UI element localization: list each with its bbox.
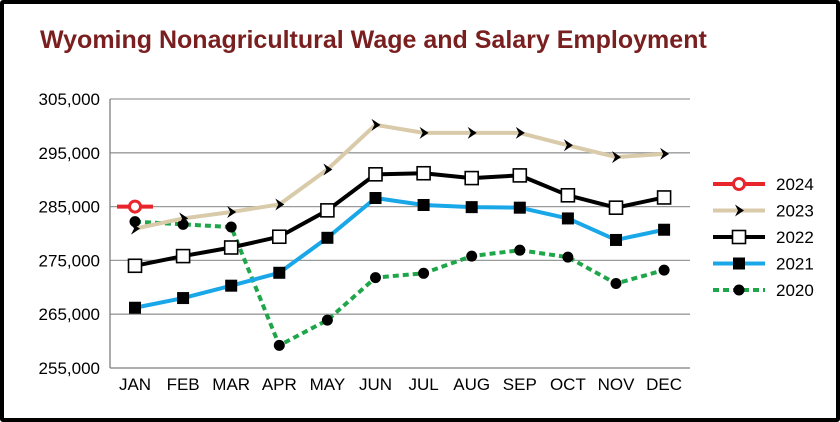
data-point-2021 [417, 198, 430, 211]
data-point-2020 [562, 251, 574, 263]
legend-item-2021: 2021 [713, 255, 814, 274]
x-tick-label: JUN [359, 375, 392, 394]
y-tick-label: 265,000 [39, 305, 100, 324]
legend-item-2023: 2023 [713, 202, 814, 221]
data-point-2023 [660, 147, 670, 160]
series-line-2023 [134, 122, 665, 231]
legend-label: 2020 [776, 281, 814, 300]
y-tick-label: 305,000 [39, 90, 100, 109]
series-layer [117, 118, 672, 351]
data-point-2021 [561, 212, 574, 225]
y-tick-label: 295,000 [39, 144, 100, 163]
legend-swatch-marker [733, 257, 745, 270]
data-point-2023 [275, 198, 285, 211]
legend-swatch-marker [731, 229, 747, 245]
axes [109, 99, 690, 369]
data-point-2023 [131, 222, 140, 235]
legend-swatch-marker [733, 284, 745, 296]
x-tick-label: APR [262, 375, 297, 394]
data-point-2021 [129, 301, 141, 314]
x-tick-label: MAR [212, 375, 250, 394]
data-point-2021 [610, 233, 622, 246]
data-point-2023 [227, 205, 237, 218]
legend-item-2022: 2022 [713, 228, 814, 247]
data-point-2021 [513, 201, 526, 214]
data-point-2021 [369, 191, 382, 204]
data-point-2022 [608, 200, 624, 215]
data-point-2023 [563, 139, 573, 152]
x-tick-label: NOV [598, 375, 636, 394]
x-tick-label: DEC [646, 375, 682, 394]
x-tick-label: AUG [453, 375, 490, 394]
series-line-2022 [134, 171, 665, 268]
data-point-2020 [225, 221, 237, 233]
data-point-2020 [273, 339, 285, 351]
legend-label: 2024 [776, 175, 814, 194]
data-point-2020 [514, 244, 526, 256]
legend: 2024 2023 2022 2021 2020 [713, 175, 814, 300]
data-point-2021 [465, 201, 478, 214]
y-tick-label: 275,000 [39, 251, 100, 270]
x-tick-label: JAN [119, 375, 151, 394]
series-2020 [129, 216, 670, 351]
series-2021 [129, 191, 671, 314]
y-axis-tick-labels: 255,000 265,000 275,000 285,000 295,000 305,0… [39, 90, 100, 378]
data-point-2023 [612, 151, 621, 164]
data-point-2021 [177, 292, 190, 305]
grid [110, 98, 690, 315]
data-point-2024 [128, 199, 142, 214]
series-2024 [117, 199, 153, 214]
data-point-2021 [273, 266, 286, 279]
data-point-2023 [467, 126, 477, 139]
chart-title: Wyoming Nonagricultural Wage and Salary … [40, 26, 707, 54]
series-line-2021 [134, 195, 665, 310]
x-tick-label: MAY [310, 375, 346, 394]
data-point-2020 [658, 264, 670, 276]
data-point-2022 [464, 170, 480, 186]
x-tick-label: JUL [408, 375, 438, 394]
data-point-2023 [515, 126, 525, 139]
data-point-2022 [271, 229, 287, 245]
data-point-2022 [656, 190, 672, 205]
y-tick-label: 255,000 [39, 359, 100, 378]
legend-item-2024: 2024 [713, 175, 814, 194]
series-line-2020 [134, 219, 665, 348]
data-point-2022 [223, 240, 239, 255]
series-2022 [127, 165, 672, 274]
data-point-2020 [418, 267, 430, 279]
data-point-2021 [321, 231, 334, 244]
data-point-2022 [320, 203, 335, 218]
series-2023 [131, 118, 670, 235]
legend-label: 2023 [776, 202, 814, 221]
data-point-2021 [225, 279, 238, 292]
x-axis-tick-labels: JAN FEB MAR APR MAY JUN JUL AUG SEP OCT NOV DEC [119, 375, 682, 394]
data-point-2020 [466, 250, 478, 262]
data-point-2021 [658, 223, 671, 236]
data-point-2020 [610, 278, 622, 290]
data-point-2023 [371, 118, 381, 131]
x-tick-label: SEP [503, 375, 537, 394]
data-point-2022 [127, 258, 143, 274]
data-point-2022 [560, 188, 576, 203]
legend-label: 2021 [776, 255, 814, 274]
legend-swatch-marker [732, 177, 746, 191]
y-tick-label: 285,000 [39, 198, 100, 217]
data-point-2023 [323, 163, 333, 176]
x-tick-label: FEB [167, 375, 200, 394]
x-tick-label: OCT [550, 375, 586, 394]
data-point-2020 [370, 272, 381, 284]
data-point-2022 [416, 165, 431, 181]
data-point-2020 [321, 314, 333, 326]
data-point-2023 [179, 212, 189, 225]
legend-label: 2022 [776, 228, 814, 247]
data-point-2020 [177, 218, 189, 230]
data-point-2022 [368, 167, 383, 182]
legend-swatch-marker [735, 204, 744, 217]
data-point-2023 [419, 126, 429, 139]
legend-item-2020: 2020 [713, 281, 814, 300]
data-point-2022 [175, 248, 191, 264]
data-point-2022 [512, 168, 528, 183]
